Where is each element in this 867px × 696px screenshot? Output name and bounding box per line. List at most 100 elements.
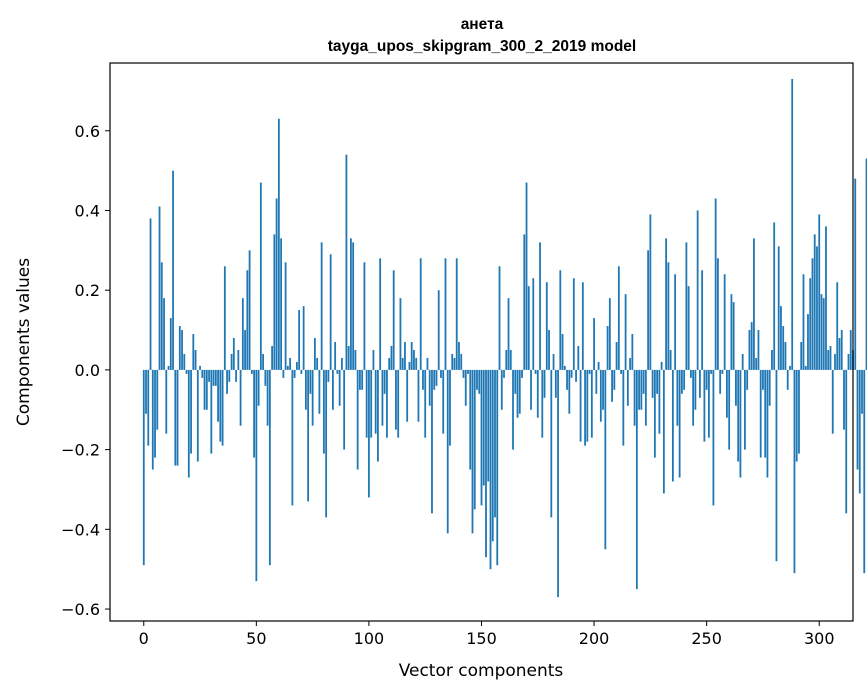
bar-72 [304,369,307,410]
bar-313 [847,353,850,370]
bar-141 [460,353,463,370]
bar-84 [332,369,334,410]
bar-118 [408,361,411,370]
bar-292 [800,342,803,370]
bar-170 [525,182,528,370]
bar-266 [741,353,744,370]
bar-302 [822,298,825,370]
bar-272 [755,357,758,370]
bar-22 [192,334,195,370]
bar-89 [343,369,346,450]
y-tick-label-5: 0.4 [75,201,100,220]
bar-35 [221,369,224,446]
bar-31 [212,369,215,386]
bar-108 [386,369,388,438]
x-tick-label-100: 100 [354,629,385,648]
bar-321 [865,158,867,370]
bar-293 [802,274,805,370]
bar-251 [708,369,710,438]
bar-203 [599,369,602,422]
bar-56 [268,369,271,566]
bar-66 [291,369,294,506]
bar-156 [494,369,496,518]
bar-60 [277,118,280,370]
bar-133 [442,369,445,434]
bars-group [142,78,867,598]
bar-300 [818,214,821,370]
bar-41 [235,369,237,382]
bar-88 [341,357,343,370]
bar-240 [683,369,686,390]
bar-206 [606,326,609,370]
bar-154 [489,369,492,570]
bar-188 [566,369,568,390]
bar-27 [203,369,206,410]
bar-132 [440,369,442,378]
bar-51 [257,369,260,406]
bar-147 [473,369,476,510]
bar-94 [354,349,357,370]
bar-71 [302,306,305,370]
bar-104 [377,369,379,462]
bar-198 [588,369,591,374]
bar-13 [172,170,174,370]
bar-40 [232,338,235,370]
bar-252 [710,369,713,374]
bar-32 [214,369,217,386]
chart-title: анета [461,16,504,33]
bar-11 [167,365,170,370]
bar-52 [259,182,262,370]
bar-268 [746,369,749,390]
bar-122 [417,369,420,422]
bar-279 [771,349,773,370]
bar-228 [656,369,659,394]
bar-70 [300,369,303,374]
bar-168 [521,369,523,378]
x-tick-label-50: 50 [246,629,266,648]
bar-221 [640,369,643,410]
bar-231 [662,369,665,494]
bar-61 [280,238,283,370]
bar-43 [239,369,242,426]
y-tick-label-3: 0.0 [75,361,100,380]
bar-274 [759,369,762,458]
bar-314 [849,330,852,370]
bar-57 [271,345,274,370]
bar-319 [861,369,863,414]
bar-53 [262,353,264,370]
bar-69 [298,310,301,370]
bar-152 [485,369,487,558]
bar-75 [311,369,314,426]
bar-159 [500,369,503,410]
bar-33 [217,369,219,422]
bar-307 [834,353,836,370]
bar-174 [534,369,537,374]
bar-271 [753,238,755,370]
bar-167 [518,369,521,414]
bar-58 [273,234,276,370]
bar-23 [194,349,197,370]
bar-96 [359,369,361,390]
bar-303 [825,226,827,370]
bar-233 [667,262,670,370]
bar-184 [557,369,559,598]
y-axis-ticks: −0.6 −0.4 −0.2 0.0 0.2 0.4 0.6 [61,122,110,619]
bar-148 [476,369,478,390]
bar-158 [498,266,501,370]
bar-100 [368,369,370,498]
bar-47 [248,250,251,370]
x-tick-label-200: 200 [579,629,610,648]
bar-121 [415,357,418,370]
bar-14 [174,369,177,466]
bar-29 [208,369,210,382]
bar-235 [671,369,674,482]
bar-138 [453,357,456,370]
bar-107 [383,369,386,394]
bar-17 [181,330,183,370]
bar-126 [426,357,429,370]
bar-308 [836,282,839,370]
bar-102 [372,349,375,370]
bar-175 [536,369,539,418]
bar-77 [316,357,319,370]
bar-3 [149,218,152,370]
